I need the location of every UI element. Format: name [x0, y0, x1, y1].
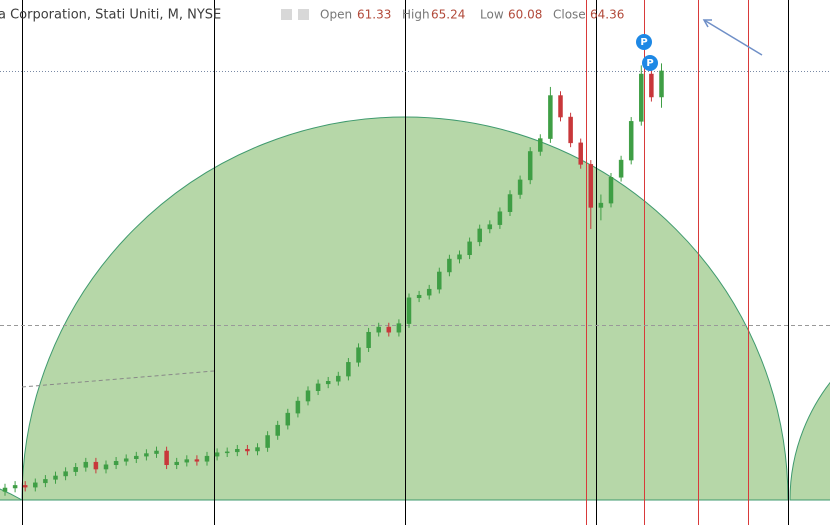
candle-body	[43, 479, 48, 484]
candle-body	[477, 228, 482, 243]
header: a Corporation, Stati Uniti, M, NYSE Open…	[0, 8, 624, 23]
candle-body	[497, 211, 503, 225]
icon[interactable]	[281, 9, 292, 20]
candle-body	[164, 450, 169, 466]
bottom-band	[0, 501, 830, 525]
candle-body	[103, 464, 109, 470]
candle-body	[2, 487, 8, 492]
candle-body	[73, 467, 78, 472]
candle-body	[437, 271, 442, 290]
candle-body	[265, 435, 270, 448]
candle-body	[63, 471, 68, 477]
candle-body	[598, 202, 604, 208]
candle-body	[325, 381, 331, 385]
ohlc-value: 65.24	[431, 8, 465, 22]
candle-body	[386, 326, 392, 333]
candle-body	[366, 331, 371, 348]
candle-body	[628, 121, 634, 161]
arc	[789, 381, 830, 501]
candle-body	[447, 258, 452, 273]
arcs	[0, 116, 830, 525]
candle-body	[22, 485, 28, 488]
candle-body	[295, 400, 301, 414]
candle-body	[144, 453, 149, 457]
candle-body	[376, 326, 381, 333]
candle-body	[578, 142, 583, 165]
candle-body	[315, 383, 321, 391]
candle-body	[426, 288, 432, 296]
candle-body	[517, 179, 523, 195]
arrow-head	[702, 19, 712, 28]
candle-body	[558, 95, 563, 118]
candle-body	[113, 461, 119, 466]
arrow-line	[703, 19, 763, 56]
candle-body	[194, 459, 200, 462]
candle-body	[659, 70, 664, 98]
candle-body	[507, 194, 513, 212]
candle-body	[275, 424, 280, 436]
red-lines	[586, 0, 749, 525]
vertical-lines	[22, 0, 789, 525]
candle-body	[245, 449, 250, 452]
candle-body	[336, 375, 341, 382]
chart-title: a Corporation, Stati Uniti, M, NYSE	[0, 8, 221, 23]
candle-body	[639, 73, 644, 122]
icon[interactable]	[298, 9, 309, 20]
candle-body	[235, 449, 240, 453]
candle-body	[214, 452, 220, 457]
candle-body	[356, 347, 361, 363]
candle-body	[204, 455, 210, 462]
ohlc-value: 64.36	[590, 8, 624, 22]
candle-body	[154, 450, 159, 454]
marker-label: P	[640, 37, 647, 48]
candle-body	[83, 461, 89, 468]
candle-body	[406, 297, 412, 324]
ohlc-label: Close	[553, 8, 586, 22]
candle-body	[396, 323, 402, 333]
candle-body	[588, 164, 594, 208]
candle-body	[305, 390, 311, 402]
candle-body	[134, 455, 139, 459]
arrow	[702, 19, 763, 56]
candle-body	[255, 447, 260, 452]
candle-body	[538, 138, 543, 152]
candle-body	[174, 461, 179, 466]
candle-body	[53, 475, 58, 480]
ohlc-value: 61.33	[357, 8, 391, 22]
candles	[2, 63, 664, 496]
candle-body	[416, 294, 422, 299]
candle-body	[93, 461, 99, 470]
candle-body	[346, 362, 351, 377]
candle-body	[467, 241, 472, 256]
ohlc-label: High	[402, 8, 430, 22]
marker-dot	[636, 34, 652, 50]
ohlc-value: 60.08	[508, 8, 542, 22]
candle-body	[184, 459, 190, 463]
candle-body	[457, 254, 462, 260]
candle-body	[618, 159, 624, 178]
candle-body	[548, 95, 553, 139]
candle-body	[123, 458, 129, 462]
candle-body	[527, 151, 533, 181]
ohlc-label: Low	[480, 8, 504, 22]
ohlc-label: Open	[320, 8, 352, 22]
markers: P P	[636, 34, 658, 71]
candle-body	[285, 412, 291, 426]
candle-body	[33, 482, 38, 488]
marker-label: P	[646, 58, 653, 69]
arc	[0, 488, 24, 501]
candle-body	[608, 177, 614, 204]
candle-body	[12, 485, 18, 489]
candle-body	[224, 451, 230, 454]
candle-body	[568, 116, 573, 144]
candle-body	[487, 224, 493, 230]
candle-body	[649, 73, 654, 98]
marker-dot	[642, 55, 658, 71]
